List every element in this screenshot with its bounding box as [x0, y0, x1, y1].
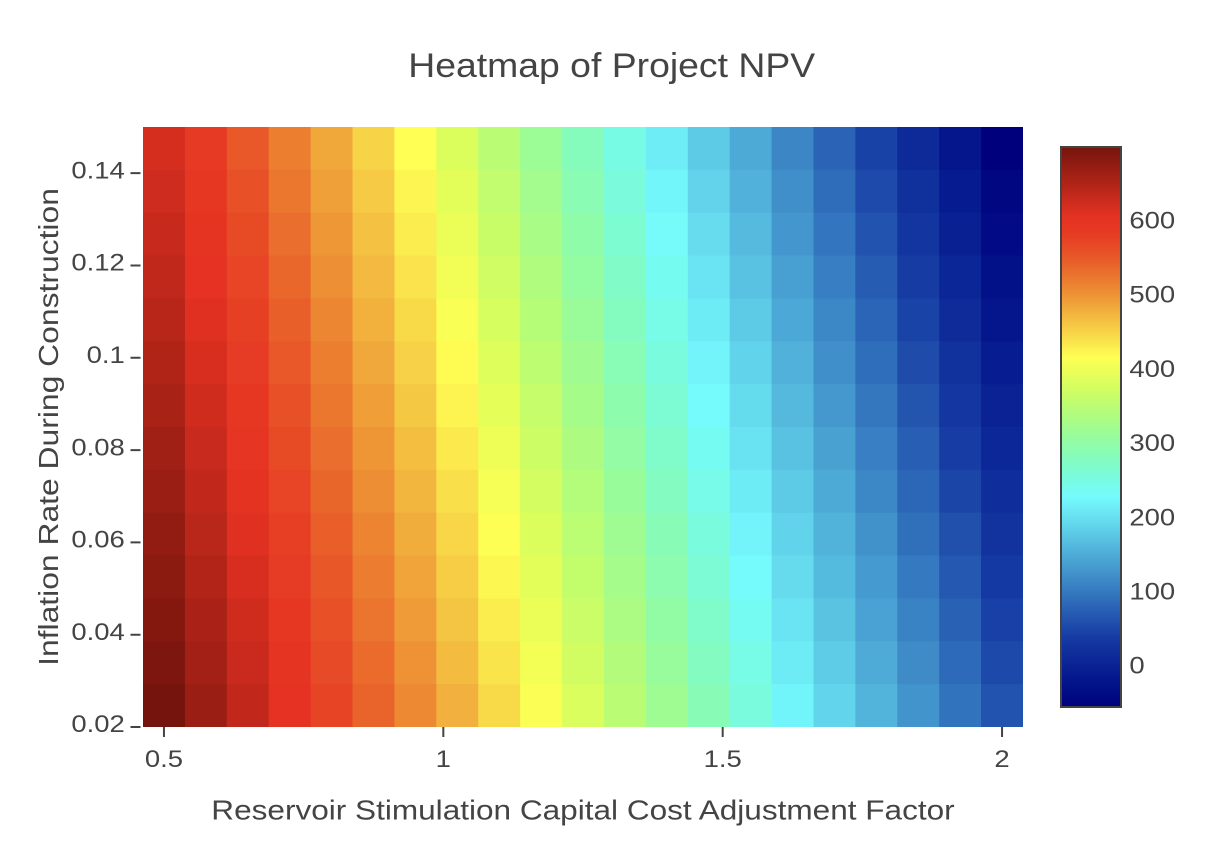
svg-text:100: 100	[1129, 579, 1175, 606]
svg-text:200: 200	[1129, 504, 1175, 531]
svg-text:1: 1	[436, 746, 451, 773]
svg-text:0.04: 0.04	[71, 619, 124, 646]
svg-text:0.08: 0.08	[71, 434, 124, 461]
svg-text:0.14: 0.14	[71, 157, 124, 184]
svg-text:400: 400	[1129, 356, 1175, 383]
svg-text:0.12: 0.12	[71, 250, 124, 277]
svg-text:1.5: 1.5	[704, 746, 742, 773]
svg-text:500: 500	[1129, 282, 1175, 309]
svg-text:0.5: 0.5	[145, 746, 183, 773]
svg-text:300: 300	[1129, 430, 1175, 457]
svg-text:2: 2	[994, 746, 1009, 773]
svg-text:600: 600	[1129, 207, 1175, 234]
svg-text:Inflation Rate During Construc: Inflation Rate During Construction	[33, 188, 64, 666]
svg-text:Reservoir Stimulation Capital: Reservoir Stimulation Capital Cost Adjus…	[211, 794, 954, 825]
svg-text:0.1: 0.1	[87, 342, 125, 369]
svg-text:0: 0	[1129, 653, 1144, 680]
svg-text:0.02: 0.02	[71, 711, 124, 738]
svg-text:0.06: 0.06	[71, 527, 124, 554]
svg-text:Heatmap of Project NPV: Heatmap of Project NPV	[408, 47, 815, 85]
